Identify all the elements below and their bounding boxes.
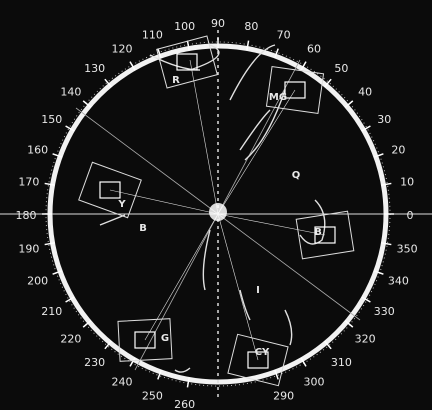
- target-box-outer: [117, 318, 173, 362]
- target-box-inner: [284, 81, 306, 99]
- degree-tick: [381, 182, 392, 186]
- degree-tick: [44, 182, 55, 186]
- degree-label: 10: [400, 176, 414, 189]
- target-label: MG: [269, 92, 287, 103]
- target-box-inner: [247, 351, 269, 369]
- degree-label: 220: [60, 332, 81, 345]
- degree-label: 60: [307, 43, 321, 56]
- degree-label: 40: [358, 86, 372, 99]
- degree-label: 20: [391, 143, 405, 156]
- degree-label: 140: [60, 86, 81, 99]
- degree-tick: [65, 296, 75, 303]
- target-box-inner: [176, 53, 198, 71]
- degree-label: 260: [174, 398, 195, 410]
- degree-tick: [65, 125, 75, 132]
- target-box-inner: [314, 226, 336, 244]
- degree-label: 320: [355, 332, 376, 345]
- q-axis-label: Q: [292, 170, 301, 181]
- target-label: CY: [255, 347, 270, 358]
- degree-tick: [300, 61, 307, 71]
- i-axis-label: I: [256, 285, 260, 296]
- degree-tick: [246, 40, 250, 51]
- degree-label: 300: [304, 375, 325, 388]
- degree-tick: [361, 296, 371, 303]
- degree-label: 330: [374, 305, 395, 318]
- degree-tick: [300, 357, 307, 367]
- degree-tick: [104, 78, 112, 88]
- degree-label: 110: [142, 29, 163, 42]
- target-box-outer: [227, 333, 289, 387]
- target-label: G: [161, 333, 169, 344]
- degree-label: 250: [142, 389, 163, 402]
- target-box-outer: [295, 210, 355, 260]
- degree-tick: [373, 153, 384, 158]
- degree-label: 210: [41, 305, 62, 318]
- degree-tick: [186, 377, 190, 388]
- q-line: [217, 59, 301, 215]
- degree-tick: [157, 48, 162, 59]
- degree-label: 240: [112, 375, 133, 388]
- degree-label: 160: [27, 143, 48, 156]
- degree-label: 230: [84, 356, 105, 369]
- i-line: [75, 107, 219, 215]
- degree-tick: [324, 340, 332, 350]
- degree-tick: [186, 40, 190, 51]
- vector-traces: [99, 44, 326, 373]
- i-line: [217, 213, 361, 321]
- degree-label: 170: [18, 176, 39, 189]
- degree-label: 0: [407, 209, 414, 222]
- degree-tick: [373, 270, 384, 275]
- degree-tick: [129, 357, 136, 367]
- degree-label: 180: [16, 209, 37, 222]
- degree-tick: [344, 320, 354, 328]
- degree-label: 190: [18, 242, 39, 255]
- degree-tick: [129, 61, 136, 71]
- target-label: R: [172, 75, 180, 86]
- q-line: [134, 213, 219, 371]
- degree-tick: [381, 242, 392, 246]
- degree-label: 30: [377, 113, 391, 126]
- degree-tick: [274, 48, 279, 59]
- degree-label: 200: [27, 275, 48, 288]
- degree-tick: [104, 340, 112, 350]
- target-box-outer: [78, 161, 142, 219]
- target-label: B: [314, 227, 322, 238]
- target-box-inner: [134, 331, 156, 349]
- degree-tick: [52, 270, 63, 275]
- degree-tick: [344, 100, 354, 108]
- target-label: Y: [117, 199, 126, 210]
- degree-tick: [361, 125, 371, 132]
- degree-tick: [52, 153, 63, 158]
- degree-label: 120: [112, 43, 133, 56]
- degree-label: 350: [397, 242, 418, 255]
- target-box-inner: [99, 181, 121, 199]
- burst-label: B: [139, 223, 147, 234]
- degree-tick: [82, 100, 92, 108]
- degree-label: 340: [388, 275, 409, 288]
- target-box-outer: [265, 66, 325, 114]
- degree-tick: [274, 369, 279, 380]
- degree-tick: [157, 369, 162, 380]
- degree-label: 130: [84, 62, 105, 75]
- degree-label: 290: [273, 389, 294, 402]
- degree-label: 310: [331, 356, 352, 369]
- degree-tick: [82, 320, 92, 328]
- degree-label: 80: [244, 20, 258, 33]
- degree-label: 70: [277, 29, 291, 42]
- degree-label: 50: [334, 62, 348, 75]
- degree-label: 100: [174, 20, 195, 33]
- center-spot: [209, 203, 227, 221]
- degree-label: 90: [211, 17, 225, 30]
- degree-label: 150: [41, 113, 62, 126]
- degree-tick: [324, 78, 332, 88]
- target-box-outer: [156, 35, 218, 89]
- degree-tick: [44, 242, 55, 246]
